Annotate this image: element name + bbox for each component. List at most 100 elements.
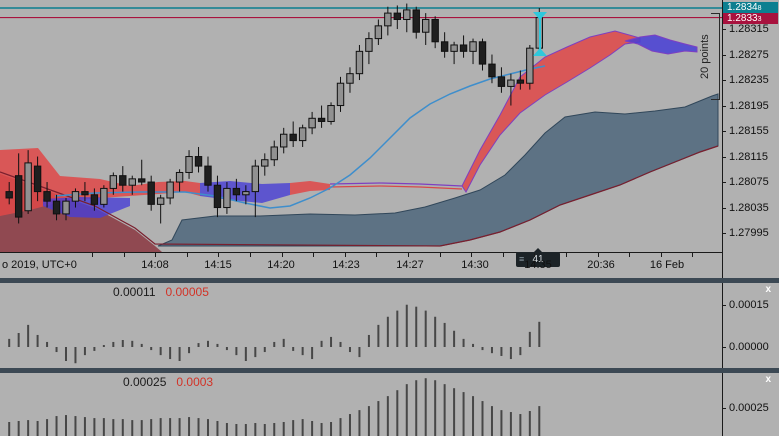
panel-divider[interactable] [0,368,779,373]
candle-body [412,9,420,33]
histogram-bar [169,418,172,436]
time-tick [92,253,93,257]
histogram-bar [263,347,266,353]
histogram-bar [102,418,105,436]
time-tick-label: 14:15 [204,259,232,271]
time-tick [250,253,251,257]
candle-body [308,117,316,129]
indicator-main-value: 0.00011 [113,285,156,299]
histogram-bar [150,419,153,436]
bid-price-pipette: 3 [757,15,762,23]
bracket-tick-bottom [711,99,720,100]
indicator-tick [722,347,726,348]
time-tick-label: 14:08 [141,259,169,271]
histogram-bar [490,406,493,436]
candle-body [440,41,449,52]
indicator-signal-value: 0.0003 [176,375,214,389]
candle-body [119,175,127,186]
histogram-bar [358,410,361,436]
histogram-bar [55,416,58,436]
time-tick [345,253,346,257]
histogram-bar [490,347,493,354]
histogram-bar [178,347,181,361]
price-axis[interactable]: 1.28348 1.28333 1.28315 1.28275 1.28235 1.2… [722,0,779,252]
indicator-signal-value: 0.00005 [165,285,209,299]
histogram-bar [27,420,30,436]
indicator-axis[interactable]: 0.00025 [722,373,779,436]
histogram-bar [472,396,475,436]
time-tick [187,253,188,257]
histogram-bar [197,418,200,436]
price-tick-label: 1.28035 [729,201,769,214]
histogram-bar [83,347,86,356]
bid-price-value: 1.2833 [727,12,758,24]
histogram-bar [472,343,475,347]
price-tick-label: 1.27995 [729,227,769,240]
time-tick [566,253,567,257]
histogram-bar [434,380,437,436]
time-tick [503,253,504,257]
tenkan-red [329,185,463,190]
histogram-bar [282,338,285,347]
price-tick-label: 1.28235 [729,74,769,87]
axis-line [722,0,723,436]
time-tick [376,253,377,257]
candle-body [128,178,136,186]
histogram-bar [358,347,361,358]
ask-price-pipette: 8 [757,5,762,12]
candle-body [62,200,70,215]
time-axis[interactable]: o 2019, UTC+0 ≡ 41 14:08 14:15 14:20 14:23 1… [0,248,779,278]
price-tick-label: 1.28155 [729,125,769,138]
candle-body [71,191,80,202]
indicator-main-value: 0.00025 [123,375,167,389]
histogram-bar [188,417,191,436]
candlestick-chart[interactable] [0,0,722,252]
candle-body [5,191,13,199]
kumo-slate [157,93,719,247]
kijun-blue [54,65,546,209]
candle-body [242,191,250,196]
candle-body [478,41,487,65]
time-tick-label: 16 Feb [649,259,685,271]
histogram-bar [282,422,285,436]
candle-body [204,165,212,186]
histogram-bar [528,411,531,436]
histogram-bar [140,420,143,436]
histogram-bar [17,420,20,436]
price-tick-label: 1.28115 [729,150,768,163]
time-tick [598,253,599,257]
histogram-bar [462,338,465,347]
candle-body [43,191,51,202]
histogram-bar [273,423,276,436]
histogram-bar [74,416,77,436]
price-tick [722,29,726,31]
histogram-bar [64,415,67,436]
trade-marker-icon[interactable] [533,12,547,56]
time-tick [155,253,156,257]
candle-body [185,156,193,173]
histogram-bar [93,347,96,351]
candle-body [213,184,222,209]
ask-price-badge: 1.28348 [723,2,778,13]
candle-body [374,25,383,40]
candle-body [109,175,118,189]
main-chart-panel[interactable]: 1.28348 1.28333 1.28315 1.28275 1.28235 1.2… [0,0,779,278]
close-icon[interactable]: x [765,374,771,385]
histogram-bar [235,347,238,356]
indicator-panel-2[interactable]: 0.00025 0.0003 0.00025 x [0,373,779,436]
ask-price-value: 1.2834 [727,2,758,13]
histogram-bar [330,336,333,347]
histogram-bar [405,384,408,436]
candle-body [298,127,307,142]
indicator-axis[interactable]: 0.00015 0.00000 [722,283,779,368]
bracket-line [719,13,720,100]
panel-divider[interactable] [0,278,779,283]
close-icon[interactable]: x [765,284,771,295]
histogram-bar [339,341,342,347]
price-tick [722,131,726,133]
histogram-bar [121,340,124,347]
histogram-bar [216,343,219,347]
histogram-bar [83,417,86,436]
indicator-panel-1[interactable]: 0.00011 0.00005 0.00015 0.00000 x [0,283,779,368]
histogram-bar [131,420,134,436]
